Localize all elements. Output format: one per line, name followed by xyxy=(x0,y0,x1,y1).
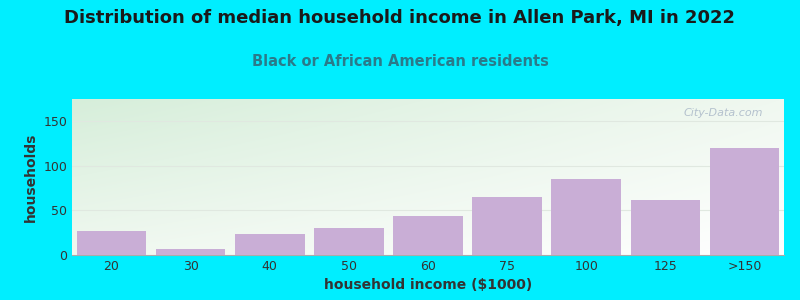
Bar xyxy=(77,231,146,255)
Bar xyxy=(551,179,621,255)
Bar xyxy=(156,249,226,255)
Bar xyxy=(472,197,542,255)
Text: Distribution of median household income in Allen Park, MI in 2022: Distribution of median household income … xyxy=(65,9,735,27)
Text: Black or African American residents: Black or African American residents xyxy=(251,54,549,69)
Bar xyxy=(314,228,384,255)
Bar xyxy=(235,234,305,255)
Text: City-Data.com: City-Data.com xyxy=(683,108,762,118)
X-axis label: household income ($1000): household income ($1000) xyxy=(324,278,532,292)
Bar xyxy=(710,148,779,255)
Y-axis label: households: households xyxy=(24,132,38,222)
Bar xyxy=(393,216,463,255)
Bar xyxy=(630,200,700,255)
